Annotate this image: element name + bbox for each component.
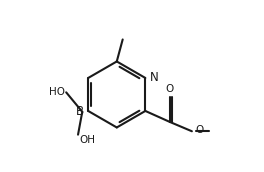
Text: B: B <box>76 105 84 118</box>
Text: O: O <box>195 125 203 135</box>
Text: HO: HO <box>49 87 65 97</box>
Text: N: N <box>150 71 158 84</box>
Text: O: O <box>166 84 174 94</box>
Text: OH: OH <box>79 136 95 146</box>
